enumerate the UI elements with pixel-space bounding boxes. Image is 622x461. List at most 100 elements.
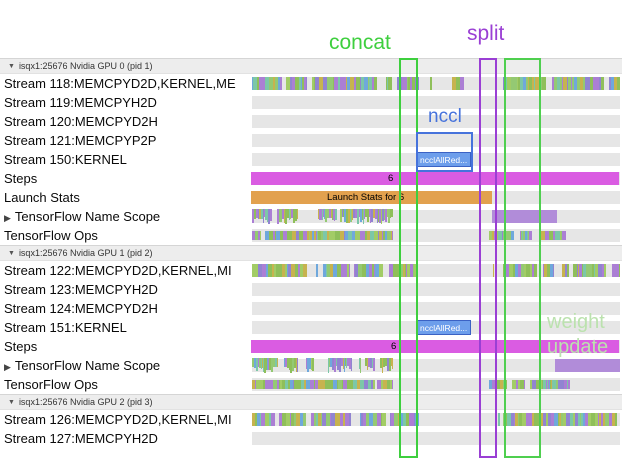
trace-event[interactable]	[338, 231, 340, 240]
trace-event[interactable]	[360, 380, 364, 389]
trace-event[interactable]	[574, 77, 577, 90]
trace-event[interactable]	[338, 380, 342, 389]
trace-event[interactable]	[256, 209, 258, 218]
trace-event[interactable]	[560, 77, 562, 90]
trace-event[interactable]	[293, 380, 294, 389]
trace-event[interactable]	[378, 209, 379, 222]
trace-event[interactable]	[566, 413, 570, 426]
trace-event[interactable]	[266, 358, 267, 370]
trace-event[interactable]	[614, 77, 617, 90]
trace-event[interactable]	[534, 413, 538, 426]
trace-event[interactable]	[371, 380, 373, 389]
trace-event[interactable]	[615, 413, 617, 426]
trace-event[interactable]	[256, 380, 259, 389]
trace-event[interactable]	[406, 413, 409, 426]
trace-event[interactable]	[277, 358, 278, 367]
trace-event[interactable]	[276, 264, 278, 277]
trace-event[interactable]	[489, 380, 492, 389]
trace-event[interactable]	[290, 77, 292, 90]
trace-event[interactable]	[586, 264, 590, 277]
trace-event[interactable]	[583, 264, 586, 277]
trace-event[interactable]	[265, 77, 269, 90]
trace-event[interactable]	[324, 209, 325, 219]
trace-event[interactable]	[547, 380, 548, 389]
trace-event[interactable]	[309, 231, 310, 240]
trace-event[interactable]	[543, 413, 546, 426]
trace-event[interactable]	[343, 380, 347, 389]
trace-event[interactable]	[563, 413, 566, 426]
trace-event[interactable]	[323, 77, 327, 90]
trace-event[interactable]	[269, 358, 271, 370]
trace-event[interactable]	[287, 231, 291, 240]
trace-event[interactable]	[278, 77, 280, 90]
trace-event[interactable]	[357, 209, 359, 224]
trace-event[interactable]	[381, 380, 383, 389]
trace-event[interactable]	[567, 77, 568, 90]
trace-event[interactable]	[350, 209, 351, 222]
trace-event[interactable]	[330, 413, 331, 426]
trace-event[interactable]	[355, 209, 357, 218]
trace-event[interactable]	[347, 380, 349, 389]
trace-event[interactable]	[492, 380, 495, 389]
trace-event[interactable]	[319, 209, 320, 220]
trace-event[interactable]	[559, 413, 561, 426]
trace-event[interactable]	[337, 264, 341, 277]
trace-event[interactable]	[561, 231, 562, 240]
trace-event[interactable]	[391, 413, 394, 426]
trace-event[interactable]	[316, 413, 318, 426]
trace-event[interactable]	[252, 264, 254, 277]
trace-event[interactable]	[498, 413, 500, 426]
collapse-triangle-icon[interactable]: ▼	[8, 398, 15, 406]
trace-event[interactable]	[543, 380, 546, 389]
trace-event[interactable]	[374, 231, 378, 240]
trace-event[interactable]	[291, 209, 293, 218]
trace-event[interactable]	[385, 358, 387, 366]
trace-event[interactable]	[522, 231, 523, 240]
trace-event[interactable]	[530, 231, 532, 240]
trace-event[interactable]	[354, 77, 356, 90]
trace-event[interactable]	[258, 209, 259, 219]
trace-event[interactable]	[296, 413, 298, 426]
trace-event[interactable]	[280, 77, 282, 90]
trace-event[interactable]	[290, 209, 291, 219]
trace-event[interactable]	[506, 77, 507, 90]
trace-event[interactable]	[267, 358, 268, 370]
trace-event[interactable]	[342, 209, 343, 217]
trace-event[interactable]	[312, 231, 314, 240]
trace-event[interactable]	[279, 380, 280, 389]
trace-event[interactable]	[593, 77, 595, 90]
trace-event[interactable]	[317, 231, 318, 240]
trace-event[interactable]	[343, 413, 345, 426]
trace-event[interactable]	[365, 358, 367, 366]
trace-event[interactable]	[340, 209, 342, 222]
trace-event[interactable]	[579, 264, 582, 277]
trace-event[interactable]	[265, 231, 269, 240]
trace-event[interactable]	[282, 380, 285, 389]
row-timeline-stream-120-memcpyd2h[interactable]	[250, 112, 622, 131]
trace-event[interactable]	[391, 358, 392, 366]
trace-event[interactable]	[415, 77, 419, 90]
trace-event[interactable]	[520, 231, 521, 240]
trace-event[interactable]	[284, 358, 285, 367]
trace-event[interactable]	[382, 209, 384, 221]
trace-event[interactable]	[292, 413, 294, 426]
trace-event[interactable]	[348, 231, 352, 240]
trace-event[interactable]	[545, 231, 549, 240]
trace-event[interactable]	[330, 358, 332, 367]
trace-event[interactable]	[340, 413, 343, 426]
trace-event[interactable]	[548, 380, 549, 389]
trace-event[interactable]	[519, 413, 522, 426]
trace-event[interactable]	[580, 77, 583, 90]
trace-event[interactable]	[290, 413, 291, 426]
trace-event[interactable]	[295, 77, 299, 90]
trace-event[interactable]	[334, 358, 336, 372]
trace-event[interactable]	[369, 209, 370, 217]
trace-event[interactable]	[322, 209, 323, 220]
trace-event[interactable]	[259, 77, 263, 90]
trace-event[interactable]	[294, 380, 298, 389]
trace-event[interactable]	[452, 77, 456, 90]
trace-event[interactable]	[290, 358, 292, 373]
trace-event[interactable]	[260, 413, 261, 426]
trace-event[interactable]	[342, 231, 344, 240]
trace-event[interactable]	[314, 413, 316, 426]
